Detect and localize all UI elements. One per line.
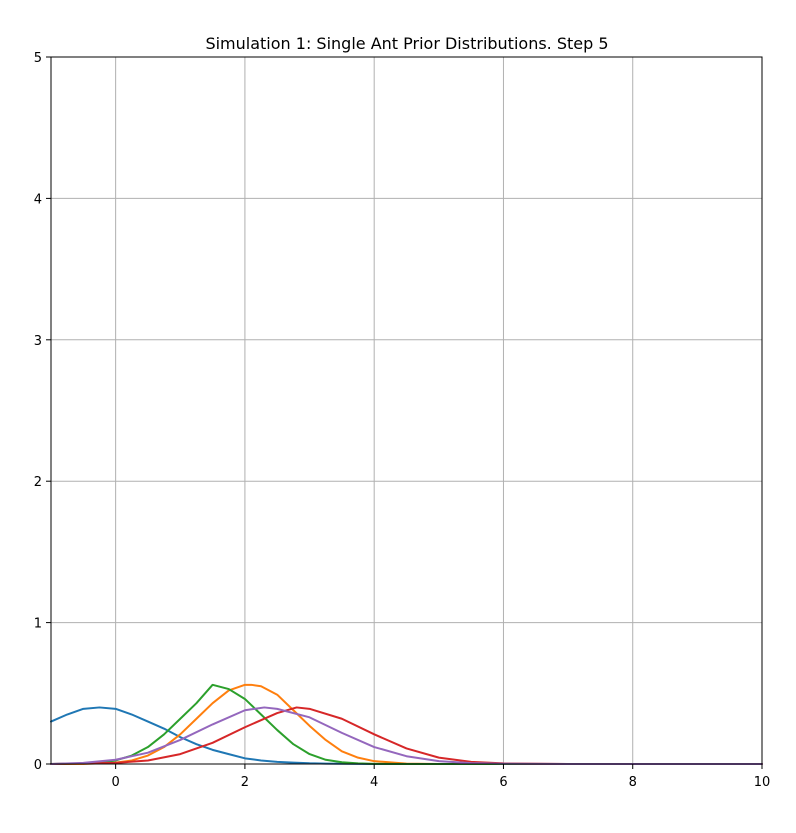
y-tick-label: 0 — [34, 758, 42, 773]
x-tick-label: 2 — [241, 775, 249, 790]
chart-title: Simulation 1: Single Ant Prior Distribut… — [205, 34, 608, 53]
x-tick-label: 4 — [370, 775, 378, 790]
y-tick-label: 1 — [34, 617, 42, 632]
y-tick-label: 4 — [34, 192, 42, 207]
y-tick-label: 2 — [34, 475, 42, 490]
y-tick-label: 3 — [34, 334, 42, 349]
y-tick-label: 5 — [34, 51, 42, 66]
plot-frame — [50, 56, 763, 765]
x-tick-label: 6 — [499, 775, 507, 790]
axis-layer: 0 2 4 6 8 10 0 1 2 3 4 5 — [34, 51, 771, 790]
x-tick-label: 0 — [111, 775, 119, 790]
x-tick-label: 10 — [754, 775, 771, 790]
x-tick-label: 8 — [629, 775, 637, 790]
